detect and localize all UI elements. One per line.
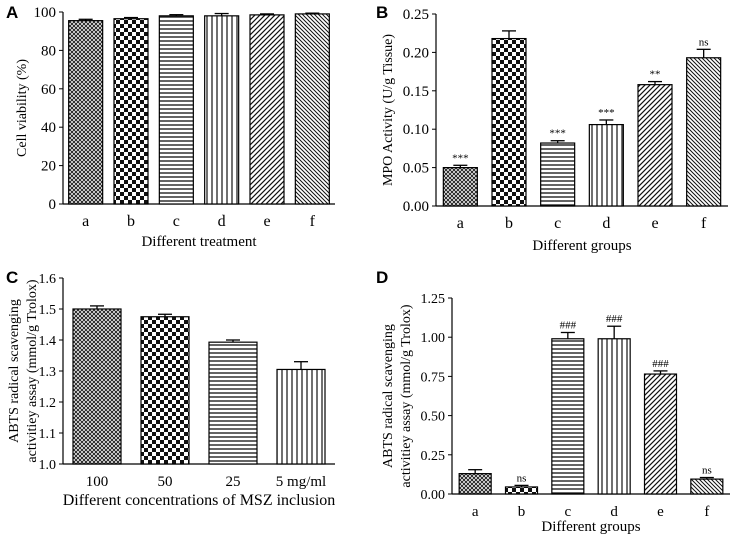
y-axis-title: ABTS radical scavenging — [7, 299, 22, 443]
bar-b — [504, 486, 539, 495]
y-tick-label: 1.25 — [421, 292, 446, 307]
y-tick-label: 40 — [41, 120, 56, 136]
x-tick-label: c — [564, 504, 571, 520]
x-tick-label: b — [518, 504, 526, 520]
chart-b-mpo-activity: 0.00 0.05 0.10 0.15 0.20 0.25 *** a b *** c *** d ** e… — [381, 7, 728, 254]
y-tick-label: 1.6 — [39, 272, 57, 287]
x-axis-title: Different treatment — [141, 234, 257, 250]
bar-c — [540, 142, 576, 207]
x-tick-label: e — [657, 504, 664, 520]
bar-e — [249, 14, 285, 205]
y-tick-label: 0.00 — [403, 199, 429, 215]
x-tick-label: c — [554, 215, 561, 232]
x-axis-title: Different groups — [541, 519, 640, 535]
y-tick-label: 0.75 — [421, 370, 446, 385]
y-tick-label: 0.50 — [421, 410, 446, 425]
bar-f — [686, 57, 722, 207]
significance-label: *** — [452, 152, 469, 164]
bar-5-mg/ml — [276, 368, 326, 465]
panel-label-c: C — [6, 268, 18, 287]
significance-label: ns — [702, 465, 712, 477]
bar-d — [204, 15, 240, 205]
y-axis-title: Cell viability (%) — [15, 59, 30, 157]
x-tick-label: b — [505, 215, 513, 232]
y-tick-label: 20 — [41, 159, 56, 175]
y-axis-title: activitiey assay (mmol/g Trolox) — [25, 279, 40, 462]
bar-100 — [72, 308, 122, 465]
y-tick-label: 0.25 — [421, 449, 446, 464]
x-tick-label: d — [610, 504, 618, 520]
y-tick-label: 0.15 — [403, 84, 429, 100]
x-tick-label: 5 mg/ml — [276, 474, 326, 490]
y-axis-title: ABTS radical scavenging — [381, 324, 396, 468]
y-tick-label: 1.2 — [39, 396, 57, 411]
y-tick-label: 1.0 — [39, 458, 57, 473]
x-tick-label: 25 — [226, 474, 241, 490]
bar-d — [597, 338, 631, 495]
x-tick-label: e — [651, 215, 658, 232]
y-tick-label: 0.10 — [403, 122, 429, 138]
x-tick-label: d — [218, 213, 226, 230]
significance-label: ns — [699, 36, 709, 48]
bar-f — [294, 13, 330, 205]
y-tick-label: 0.05 — [403, 161, 429, 177]
bar-f — [690, 478, 724, 495]
bar-b — [491, 37, 527, 207]
y-tick-label: 60 — [41, 82, 56, 98]
x-tick-label: f — [704, 504, 709, 520]
y-tick-label: 0.00 — [421, 488, 446, 503]
bar-b — [113, 18, 149, 205]
panel-label-a: A — [6, 3, 18, 22]
bar-a — [458, 473, 492, 495]
bar-a — [442, 167, 478, 207]
y-tick-label: 0.20 — [403, 45, 429, 61]
bar-e — [643, 373, 678, 495]
bar-50 — [140, 316, 190, 465]
chart-a-cell-viability: 0 20 40 60 80 100 a b c d e f Different treatment Cel… — [15, 5, 335, 250]
y-tick-label: 80 — [41, 43, 56, 59]
bar-a — [68, 20, 104, 205]
y-tick-label: 1.00 — [421, 331, 446, 346]
significance-label: ** — [650, 69, 661, 81]
x-tick-label: a — [82, 213, 89, 230]
x-tick-label: f — [701, 215, 707, 232]
chart-c-abts-concentration: 1.0 1.1 1.2 1.3 1.4 1.5 1.6 100 50 25 5 mg/ml Diffe… — [7, 272, 335, 509]
y-tick-label: 0.25 — [403, 7, 429, 23]
bar-d — [588, 123, 624, 207]
x-tick-label: f — [310, 213, 316, 230]
significance-label: ns — [517, 472, 527, 484]
x-tick-label: 100 — [86, 474, 109, 490]
y-tick-label: 1.5 — [39, 303, 57, 318]
y-axis-title: activitiey assay (mmol/g Trolox) — [399, 304, 414, 487]
bar-25 — [208, 341, 258, 465]
bar-c — [158, 15, 194, 205]
significance-label: *** — [549, 128, 566, 140]
x-tick-label: c — [173, 213, 180, 230]
y-axis-title: MPO Activity (U/g Tissue) — [381, 34, 396, 186]
panel-label-b: B — [376, 3, 388, 22]
chart-d-abts-groups: 0.00 0.25 0.50 0.75 1.00 1.25 a ns b ### c ### d ### e… — [381, 292, 730, 535]
significance-label: *** — [598, 107, 615, 119]
x-tick-label: a — [457, 215, 464, 232]
x-axis-title: Different groups — [532, 238, 631, 254]
significance-label: ### — [606, 313, 623, 325]
x-tick-label: b — [127, 213, 135, 230]
x-tick-label: 50 — [158, 474, 173, 490]
x-axis-title: Different concentrations of MSZ inclusio… — [63, 492, 336, 509]
significance-label: ### — [560, 319, 577, 331]
y-tick-label: 1.4 — [39, 334, 57, 349]
y-tick-label: 1.1 — [39, 427, 57, 442]
panel-label-d: D — [376, 268, 388, 287]
bar-c — [551, 338, 585, 495]
y-tick-label: 100 — [34, 5, 57, 21]
y-tick-label: 1.3 — [39, 365, 57, 380]
x-tick-label: a — [472, 504, 479, 520]
bar-e — [637, 84, 673, 207]
y-tick-label: 0 — [49, 197, 57, 213]
x-tick-label: e — [263, 213, 270, 230]
significance-label: ### — [652, 358, 669, 370]
x-tick-label: d — [602, 215, 610, 232]
